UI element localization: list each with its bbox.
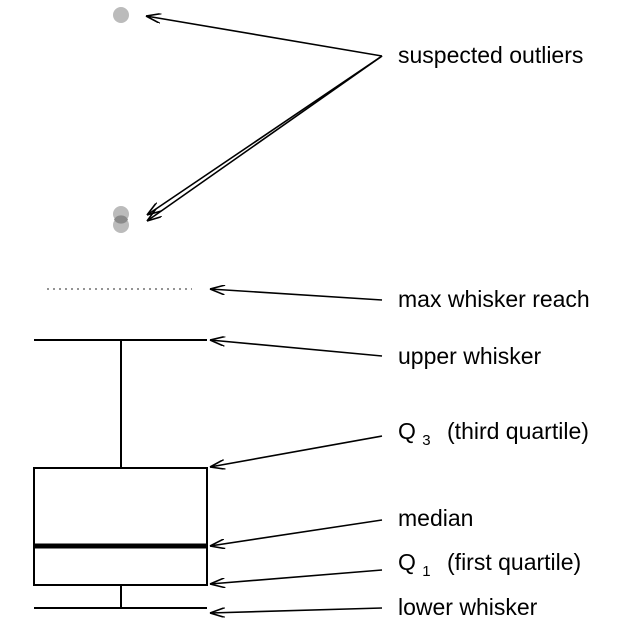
label-lower-whisker: lower whisker bbox=[398, 594, 538, 620]
label-q1-text: (first quartile) bbox=[447, 549, 581, 575]
annotation-arrows bbox=[146, 16, 383, 613]
outlier-overlap bbox=[114, 215, 128, 224]
label-q3: Q 3 (third quartile) bbox=[398, 418, 589, 450]
label-suspected-outliers: suspected outliers bbox=[398, 42, 583, 68]
label-median: median bbox=[398, 505, 473, 531]
iqr-box bbox=[33, 467, 208, 586]
arrow-q3 bbox=[210, 435, 383, 467]
arrow-max-whisker-reach bbox=[210, 289, 383, 301]
arrow-q1 bbox=[210, 569, 383, 584]
arrow-lower-whisker bbox=[210, 607, 383, 613]
arrow-outlier-lower-b bbox=[147, 55, 383, 221]
label-q1-subscript: 1 bbox=[422, 563, 430, 580]
label-q3-subscript: 3 bbox=[422, 432, 430, 449]
label-q1-letter: Q bbox=[398, 549, 416, 575]
label-max-whisker-reach: max whisker reach bbox=[398, 286, 590, 312]
label-q3-text: (third quartile) bbox=[447, 418, 589, 444]
label-q1: Q 1 (first quartile) bbox=[398, 549, 581, 581]
outlier-point-top bbox=[113, 7, 129, 23]
arrow-outlier-lower-a bbox=[147, 55, 383, 215]
label-upper-whisker: upper whisker bbox=[398, 343, 542, 369]
arrow-median bbox=[210, 519, 383, 546]
arrow-upper-whisker bbox=[210, 340, 383, 357]
arrow-outlier-top bbox=[146, 16, 383, 57]
label-q3-letter: Q bbox=[398, 418, 416, 444]
